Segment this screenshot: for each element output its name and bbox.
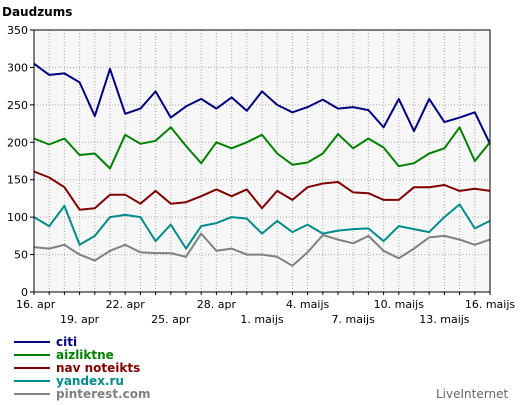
- x-tick-label: 13. maijs: [419, 313, 470, 326]
- x-tick-label: 7. maijs: [332, 313, 376, 326]
- x-tick-label: 1. maijs: [240, 313, 284, 326]
- series-line-aizliktne: [33, 126, 491, 170]
- legend-label: nav noteikts: [56, 361, 140, 375]
- legend-label: citi: [56, 335, 77, 349]
- x-tick-label: 16. apr: [16, 298, 56, 311]
- plot-border: [33, 29, 491, 293]
- x-tick-label: 25. apr: [151, 313, 191, 326]
- chart-title: Daudzums: [2, 5, 72, 19]
- x-tick-label: 28. apr: [197, 298, 237, 311]
- chart-credit: LiveInternet: [436, 387, 508, 401]
- axis-layer: 0 50 100 150 200 250 300 350 16. apr 19. apr 22. a…: [7, 24, 515, 326]
- series-line-yandex-ru: [33, 203, 491, 250]
- y-tick-label: 350: [7, 24, 28, 37]
- series-line-citi: [33, 62, 491, 145]
- x-tick-label: 19. apr: [60, 313, 100, 326]
- x-tick-label: 10. maijs: [374, 298, 425, 311]
- y-tick-label: 200: [7, 136, 28, 149]
- legend-label: yandex.ru: [56, 374, 124, 388]
- y-tick-label: 50: [14, 249, 28, 262]
- y-tick-label: 250: [7, 99, 28, 112]
- legend-label: pinterest.com: [56, 387, 150, 401]
- x-tick-label: 22. apr: [106, 298, 146, 311]
- x-tick-label: 4. maijs: [286, 298, 330, 311]
- series-line-pinterest-com: [33, 232, 491, 267]
- series-layer: [33, 29, 491, 293]
- series-line-nav-noteikts: [33, 170, 491, 211]
- y-tick-label: 0: [21, 286, 28, 299]
- legend-label: aizliktne: [56, 348, 114, 362]
- y-tick-label: 150: [7, 174, 28, 187]
- y-tick-label: 100: [7, 211, 28, 224]
- y-tick-label: 300: [7, 61, 28, 74]
- x-tick-label: 16. maijs: [465, 298, 516, 311]
